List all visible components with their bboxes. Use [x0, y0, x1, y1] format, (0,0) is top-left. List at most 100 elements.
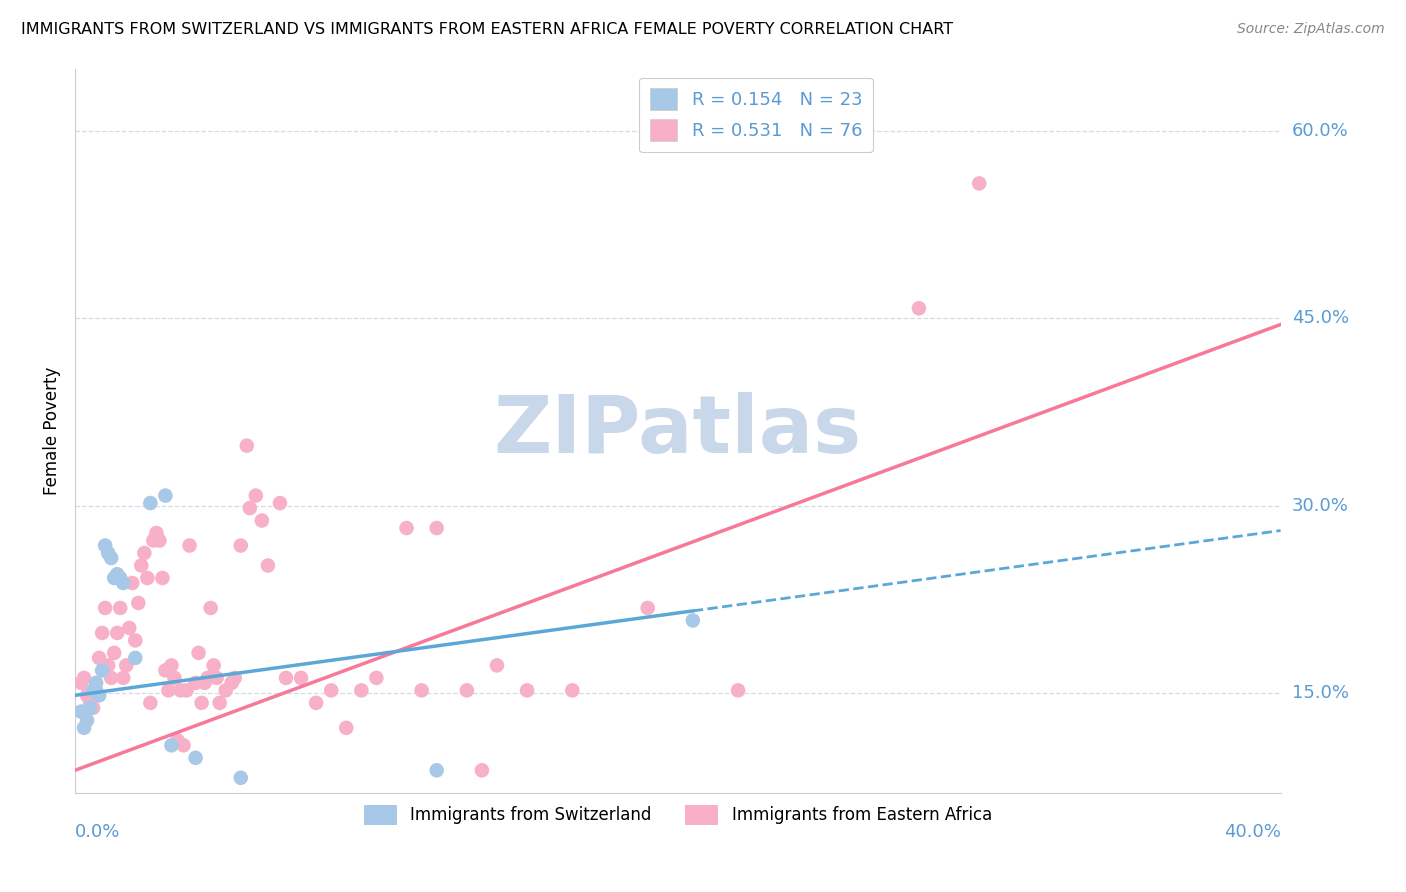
Point: [142, 533, 165, 548]
Point: [84, 676, 107, 690]
Point: [76, 714, 98, 728]
Point: [682, 614, 704, 628]
Point: [176, 683, 198, 698]
Point: [967, 177, 990, 191]
Point: [229, 771, 252, 785]
Point: [148, 533, 170, 548]
Point: [179, 539, 201, 553]
Point: [163, 671, 186, 685]
Point: [136, 571, 159, 585]
Point: [335, 721, 357, 735]
Text: 30.0%: 30.0%: [1292, 497, 1348, 515]
Point: [82, 701, 104, 715]
Point: [152, 571, 174, 585]
Point: [257, 558, 280, 573]
Point: [485, 658, 508, 673]
Text: 15.0%: 15.0%: [1292, 684, 1348, 702]
Point: [105, 626, 128, 640]
Point: [160, 739, 183, 753]
Point: [426, 764, 449, 778]
Point: [169, 683, 191, 698]
Point: [166, 733, 188, 747]
Point: [73, 671, 96, 685]
Point: [134, 546, 156, 560]
Point: [97, 658, 120, 673]
Text: 0.0%: 0.0%: [75, 823, 121, 841]
Point: [112, 576, 135, 591]
Point: [155, 489, 177, 503]
Point: [245, 489, 267, 503]
Point: [84, 683, 107, 698]
Y-axis label: Female Poverty: Female Poverty: [44, 367, 60, 495]
Text: 40.0%: 40.0%: [1223, 823, 1281, 841]
Text: IMMIGRANTS FROM SWITZERLAND VS IMMIGRANTS FROM EASTERN AFRICA FEMALE POVERTY COR: IMMIGRANTS FROM SWITZERLAND VS IMMIGRANT…: [21, 22, 953, 37]
Point: [139, 496, 162, 510]
Point: [727, 683, 749, 698]
Point: [91, 626, 114, 640]
Point: [221, 676, 243, 690]
Point: [124, 651, 146, 665]
Point: [97, 546, 120, 560]
Point: [229, 539, 252, 553]
Point: [236, 439, 259, 453]
Point: [184, 751, 207, 765]
Point: [155, 664, 177, 678]
Point: [290, 671, 312, 685]
Point: [366, 671, 388, 685]
Point: [82, 683, 104, 698]
Point: [124, 633, 146, 648]
Point: [224, 671, 246, 685]
Point: [239, 501, 262, 516]
Point: [426, 521, 449, 535]
Point: [103, 571, 125, 585]
Point: [215, 683, 238, 698]
Point: [94, 601, 117, 615]
Text: Source: ZipAtlas.com: Source: ZipAtlas.com: [1237, 22, 1385, 37]
Point: [202, 658, 225, 673]
Point: [908, 301, 931, 316]
Point: [173, 739, 195, 753]
Point: [157, 683, 180, 698]
Point: [79, 701, 101, 715]
Point: [105, 567, 128, 582]
Point: [79, 696, 101, 710]
Point: [94, 539, 117, 553]
Point: [87, 689, 110, 703]
Point: [76, 689, 98, 703]
Point: [112, 671, 135, 685]
Point: [208, 696, 231, 710]
Point: [110, 571, 132, 585]
Point: [637, 601, 659, 615]
Point: [471, 764, 494, 778]
Point: [145, 526, 167, 541]
Legend: Immigrants from Switzerland, Immigrants from Eastern Africa: Immigrants from Switzerland, Immigrants …: [357, 797, 998, 831]
Point: [110, 601, 132, 615]
Point: [197, 671, 219, 685]
Text: 60.0%: 60.0%: [1292, 122, 1348, 140]
Point: [250, 514, 273, 528]
Point: [118, 621, 141, 635]
Point: [274, 671, 297, 685]
Point: [131, 558, 153, 573]
Point: [350, 683, 373, 698]
Point: [561, 683, 583, 698]
Point: [70, 705, 93, 719]
Point: [127, 596, 149, 610]
Point: [160, 658, 183, 673]
Point: [70, 676, 93, 690]
Point: [103, 646, 125, 660]
Point: [115, 658, 138, 673]
Text: ZIPatlas: ZIPatlas: [494, 392, 862, 470]
Point: [139, 696, 162, 710]
Point: [269, 496, 291, 510]
Point: [121, 576, 143, 591]
Point: [456, 683, 478, 698]
Point: [100, 671, 122, 685]
Point: [305, 696, 328, 710]
Point: [100, 551, 122, 566]
Point: [516, 683, 538, 698]
Point: [91, 664, 114, 678]
Point: [190, 696, 212, 710]
Point: [321, 683, 343, 698]
Point: [200, 601, 222, 615]
